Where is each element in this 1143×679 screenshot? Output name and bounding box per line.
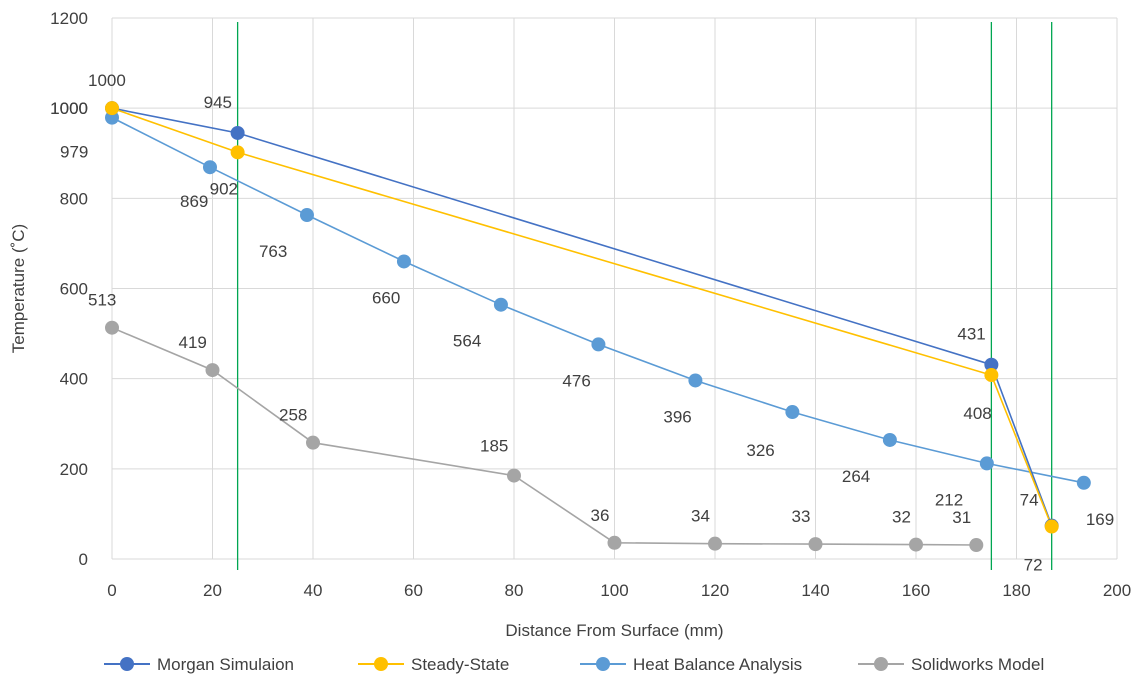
y-tick-label: 800 [60,189,88,208]
morgan-point [984,357,999,372]
steady-state-data-label: 72 [1024,556,1043,575]
y-tick-label-overlay: 1000 [50,99,88,118]
steady-state-data-label: 408 [963,404,991,423]
solidworks-series-line [111,326,977,546]
heat-balance-data-label: 264 [842,467,870,486]
heat-balance-data-label: 326 [746,441,774,460]
y-tick-label: 1200 [50,9,88,28]
legend-label: Solidworks Model [911,655,1044,674]
solidworks-data-label: 31 [952,508,971,527]
solidworks-point [909,537,923,552]
steady-state-point [1044,519,1059,534]
heat-balance-data-label: 763 [259,242,287,261]
legend-marker [374,657,388,671]
solidworks-point [808,537,823,552]
solidworks-point [969,538,984,553]
steady-state-point [230,145,245,160]
legend-marker [120,657,134,671]
solidworks-data-label: 258 [279,406,307,425]
heat-balance-data-label: 169 [1086,510,1114,529]
series [105,101,1091,553]
x-tick-label: 20 [203,581,222,600]
heat-balance-data-label: 396 [663,407,691,426]
solidworks-data-label: 419 [179,333,207,352]
x-tick-label: 180 [1002,581,1030,600]
steady-state-point [984,368,999,383]
solidworks-point [205,363,220,378]
x-tick-label: 200 [1103,581,1131,600]
legend-label: Steady-State [411,655,509,674]
steady-state-data-label: 902 [210,179,238,198]
solidworks-point [105,320,119,335]
y-axis-title: Temperature (˚C) [9,224,28,353]
solidworks-point [607,535,622,550]
reference-lines [236,22,1053,570]
x-tick-label: 100 [600,581,628,600]
morgan-data-label: 431 [957,325,985,344]
x-tick-label: 60 [404,581,423,600]
morgan-series-line [111,107,1053,526]
morgan-point [230,125,245,140]
heat-balance-data-label: 212 [935,490,963,509]
morgan-data-label: 74 [1020,491,1039,510]
steady-state-series-line [111,107,1053,527]
heat-balance-point [1076,475,1091,490]
heat-balance-point [785,405,800,420]
steady-state-data-label: 1000 [88,71,126,90]
x-tick-label: 140 [801,581,829,600]
legend: Morgan Simulaion Steady-State Heat Balance… [104,655,1044,674]
heat-balance-data-label: 979 [60,143,88,162]
heat-balance-point [493,297,508,312]
x-tick-label: 120 [701,581,729,600]
x-tick-label: 160 [902,581,930,600]
heat-balance-point [688,373,703,388]
y-tick-label: 1000 [50,99,88,118]
data-labels: 979 869 763 660 564 476 396 326 264 212 169 945 431 7… [60,71,1114,574]
solidworks-data-label: 33 [792,507,811,526]
x-axis-title: Distance From Surface (mm) [505,621,723,640]
legend-label: Heat Balance Analysis [633,655,802,674]
y-tick-label: 600 [60,280,88,299]
heat-balance-data-label: 660 [372,288,400,307]
y-tick-label: 0 [79,550,88,569]
heat-balance-point [202,160,217,175]
y-tick-label: 200 [60,460,88,479]
solidworks-data-label: 34 [691,507,710,526]
solidworks-data-label: 36 [591,506,610,525]
heat-balance-point [591,337,606,352]
heat-balance-point [299,208,314,223]
legend-marker [874,657,888,671]
legend-marker [596,657,610,671]
heat-balance-series-line [111,116,1084,484]
morgan-data-label: 945 [204,93,232,112]
x-tick-label: 0 [107,581,116,600]
heat-balance-data-label: 476 [562,371,590,390]
heat-balance-point [396,254,411,269]
solidworks-data-label: 513 [88,291,116,310]
y-tick-label: 400 [60,370,88,389]
heat-balance-point [979,456,994,471]
legend-label: Morgan Simulaion [157,655,294,674]
grid [111,17,1118,560]
solidworks-data-label: 32 [892,508,911,527]
solidworks-data-label: 185 [480,437,508,456]
solidworks-point [306,435,320,450]
steady-state-point [105,101,119,116]
heat-balance-data-label: 564 [453,332,481,351]
solidworks-point [708,536,722,551]
heat-balance-point [882,432,897,447]
heat-balance-data-label: 869 [180,192,208,211]
axes: 0 200 400 600 800 1000 1200 1000 0 20 40 60 80 100 120… [9,9,1131,640]
solidworks-point [507,468,521,483]
x-tick-label: 40 [304,581,323,600]
x-tick-label: 80 [505,581,524,600]
